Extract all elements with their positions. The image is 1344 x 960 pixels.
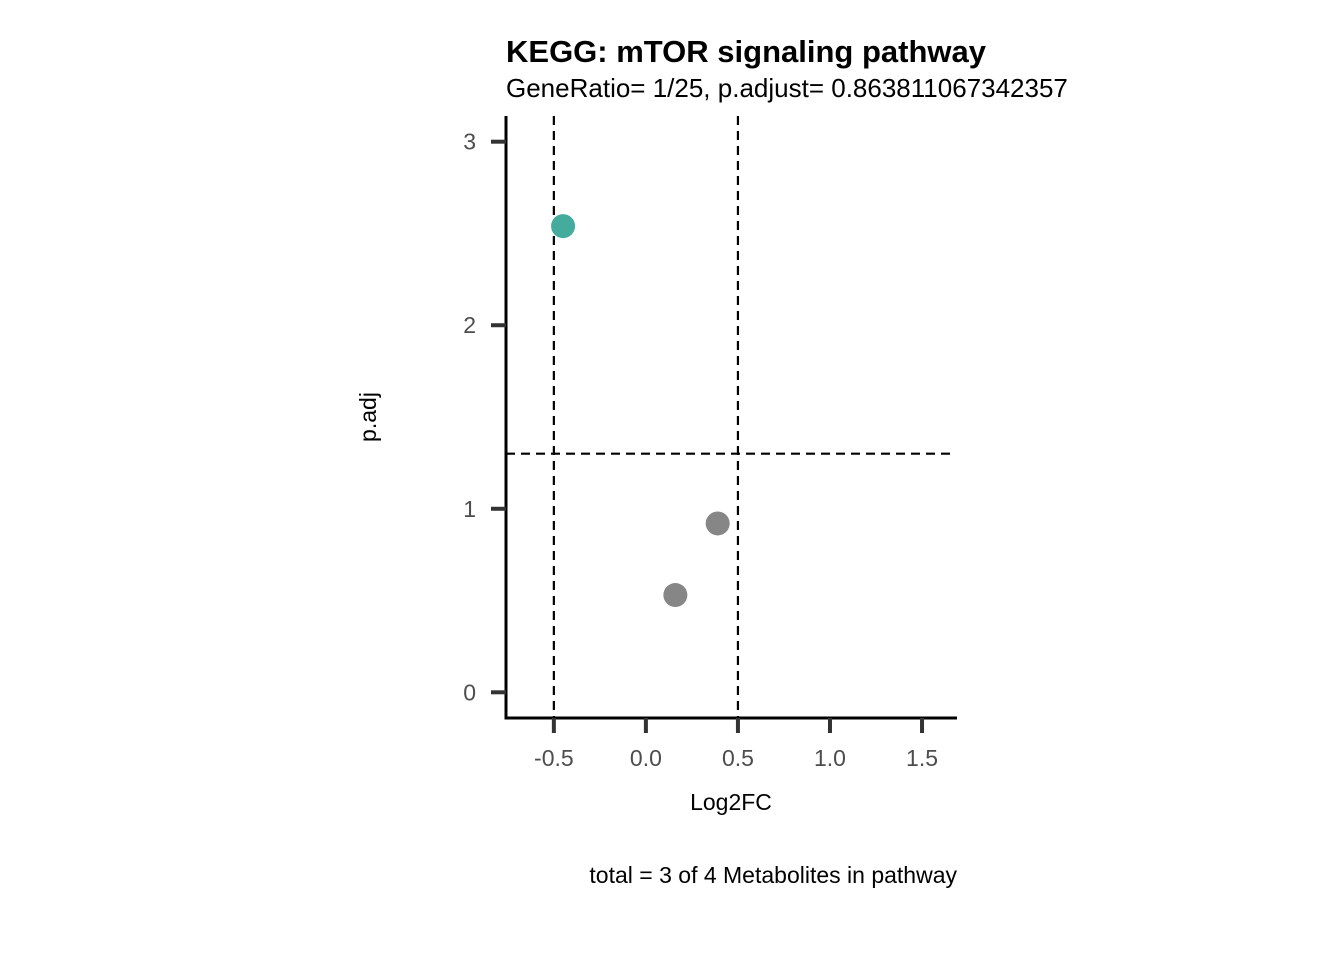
chart-subtitle: GeneRatio= 1/25, p.adjust= 0.86381106734…	[506, 73, 1068, 103]
chart-title: KEGG: mTOR signaling pathway	[506, 34, 987, 69]
y-tick-label: 2	[463, 312, 476, 338]
y-tick-label: 3	[463, 129, 476, 155]
data-point-2	[663, 583, 688, 608]
x-axis-ticks: -0.5 0.0 0.5 1.0 1.5	[534, 718, 938, 771]
y-axis-title: p.adj	[355, 392, 381, 442]
data-points	[551, 214, 730, 608]
x-tick-label: 1.0	[814, 745, 846, 771]
x-axis-title: Log2FC	[690, 789, 772, 815]
y-tick-label: 1	[463, 496, 476, 522]
chart-caption: total = 3 of 4 Metabolites in pathway	[589, 862, 957, 888]
y-tick-label: 0	[463, 679, 476, 705]
x-tick-label: 0.5	[722, 745, 754, 771]
x-tick-label: 0.0	[630, 745, 662, 771]
reference-lines	[506, 116, 950, 718]
y-axis-ticks: 0 1 2 3	[463, 129, 506, 705]
data-point-1	[705, 511, 730, 536]
x-tick-label: -0.5	[534, 745, 574, 771]
x-tick-label: 1.5	[906, 745, 938, 771]
data-point-0	[551, 214, 576, 239]
